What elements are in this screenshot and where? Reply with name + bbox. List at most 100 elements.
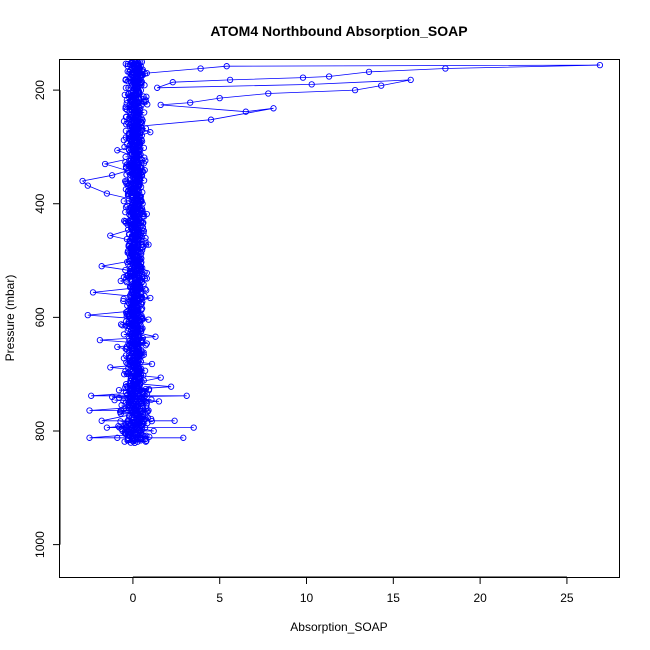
data-point-core xyxy=(138,255,145,262)
series-line-outliers xyxy=(81,62,600,442)
data-point-core xyxy=(145,385,153,393)
data-point-core xyxy=(123,178,130,186)
data-point xyxy=(133,424,140,431)
data-point xyxy=(140,389,147,396)
data-point-core xyxy=(117,321,125,328)
data-point-core xyxy=(138,60,146,66)
data-point xyxy=(126,300,133,307)
data-point-core xyxy=(122,127,130,135)
data-point xyxy=(119,322,126,329)
data-point xyxy=(143,210,150,218)
data-point xyxy=(167,383,175,390)
data-point-core xyxy=(130,60,138,67)
data-point xyxy=(136,256,144,263)
data-point xyxy=(103,190,111,197)
data-point xyxy=(223,63,230,70)
data-point xyxy=(131,328,138,336)
data-point xyxy=(114,147,121,154)
data-point xyxy=(119,427,126,435)
y-axis: 200 400 600 800 1000 xyxy=(33,80,61,558)
data-point xyxy=(124,417,131,424)
data-point-core xyxy=(129,320,136,327)
data-point-core xyxy=(122,84,130,92)
data-point-core xyxy=(121,438,128,445)
data-point xyxy=(107,232,114,239)
data-point xyxy=(270,105,277,112)
data-point xyxy=(136,141,144,148)
data-point-core xyxy=(142,241,150,248)
chart-title: ATOM4 Northbound Absorption_SOAP xyxy=(210,23,467,39)
data-point xyxy=(216,94,223,102)
data-point xyxy=(157,374,164,381)
data-layer xyxy=(79,60,604,447)
data-point-core xyxy=(122,153,129,160)
data-point xyxy=(124,249,131,256)
data-point-core xyxy=(120,295,127,303)
data-point xyxy=(197,65,204,72)
data-point-core xyxy=(143,93,150,100)
data-point xyxy=(107,364,114,371)
data-point xyxy=(154,84,161,91)
data-point xyxy=(187,99,194,106)
data-point xyxy=(242,108,249,115)
data-point-core xyxy=(134,401,142,408)
x-tick-label: 20 xyxy=(473,591,487,605)
data-point xyxy=(442,65,449,72)
data-point xyxy=(115,386,123,394)
data-point xyxy=(117,407,124,414)
data-point xyxy=(88,392,95,399)
data-point xyxy=(226,76,234,84)
x-tick-label: 5 xyxy=(216,591,223,605)
data-point xyxy=(122,399,130,406)
data-point xyxy=(103,424,111,431)
data-point-core xyxy=(117,418,124,425)
data-point-core xyxy=(115,394,123,401)
data-point xyxy=(207,116,215,123)
data-point-core xyxy=(144,408,151,415)
data-point xyxy=(407,76,414,84)
data-point xyxy=(134,403,142,411)
data-point-core xyxy=(123,427,131,435)
data-point xyxy=(378,82,385,89)
data-point xyxy=(108,172,116,179)
data-point-core xyxy=(141,109,148,116)
data-point xyxy=(147,129,154,136)
data-point xyxy=(190,424,197,431)
data-point-core xyxy=(141,166,148,174)
data-point xyxy=(147,294,154,302)
data-point xyxy=(140,421,147,428)
data-point-core xyxy=(131,60,138,66)
data-point xyxy=(155,398,163,405)
data-point-core xyxy=(123,278,130,286)
data-point-core xyxy=(122,76,129,83)
data-point-core xyxy=(143,432,150,439)
data-point xyxy=(124,63,131,70)
data-point xyxy=(138,198,145,205)
data-point-core xyxy=(142,398,150,405)
data-point xyxy=(86,407,93,414)
data-point xyxy=(152,333,159,340)
y-tick-label: 400 xyxy=(33,193,47,213)
data-point xyxy=(145,407,152,414)
data-point-core xyxy=(142,342,149,349)
y-tick-label: 600 xyxy=(33,307,47,327)
data-point xyxy=(299,74,307,81)
data-point xyxy=(133,154,140,161)
data-point-core xyxy=(148,396,155,403)
data-point xyxy=(325,73,333,80)
data-point xyxy=(143,269,150,277)
data-point xyxy=(143,340,150,347)
y-axis-label: Pressure (mbar) xyxy=(3,275,17,362)
data-point xyxy=(171,417,178,424)
data-point xyxy=(96,336,104,344)
data-point xyxy=(169,79,176,86)
data-point xyxy=(84,182,91,189)
x-axis: 0 5 10 15 20 25 xyxy=(130,576,574,605)
data-point xyxy=(121,217,128,224)
data-point-core xyxy=(122,103,129,111)
data-point xyxy=(128,60,135,66)
data-point xyxy=(86,434,93,441)
data-point-core xyxy=(141,154,148,161)
data-point xyxy=(141,367,149,374)
data-point-core xyxy=(143,287,150,294)
